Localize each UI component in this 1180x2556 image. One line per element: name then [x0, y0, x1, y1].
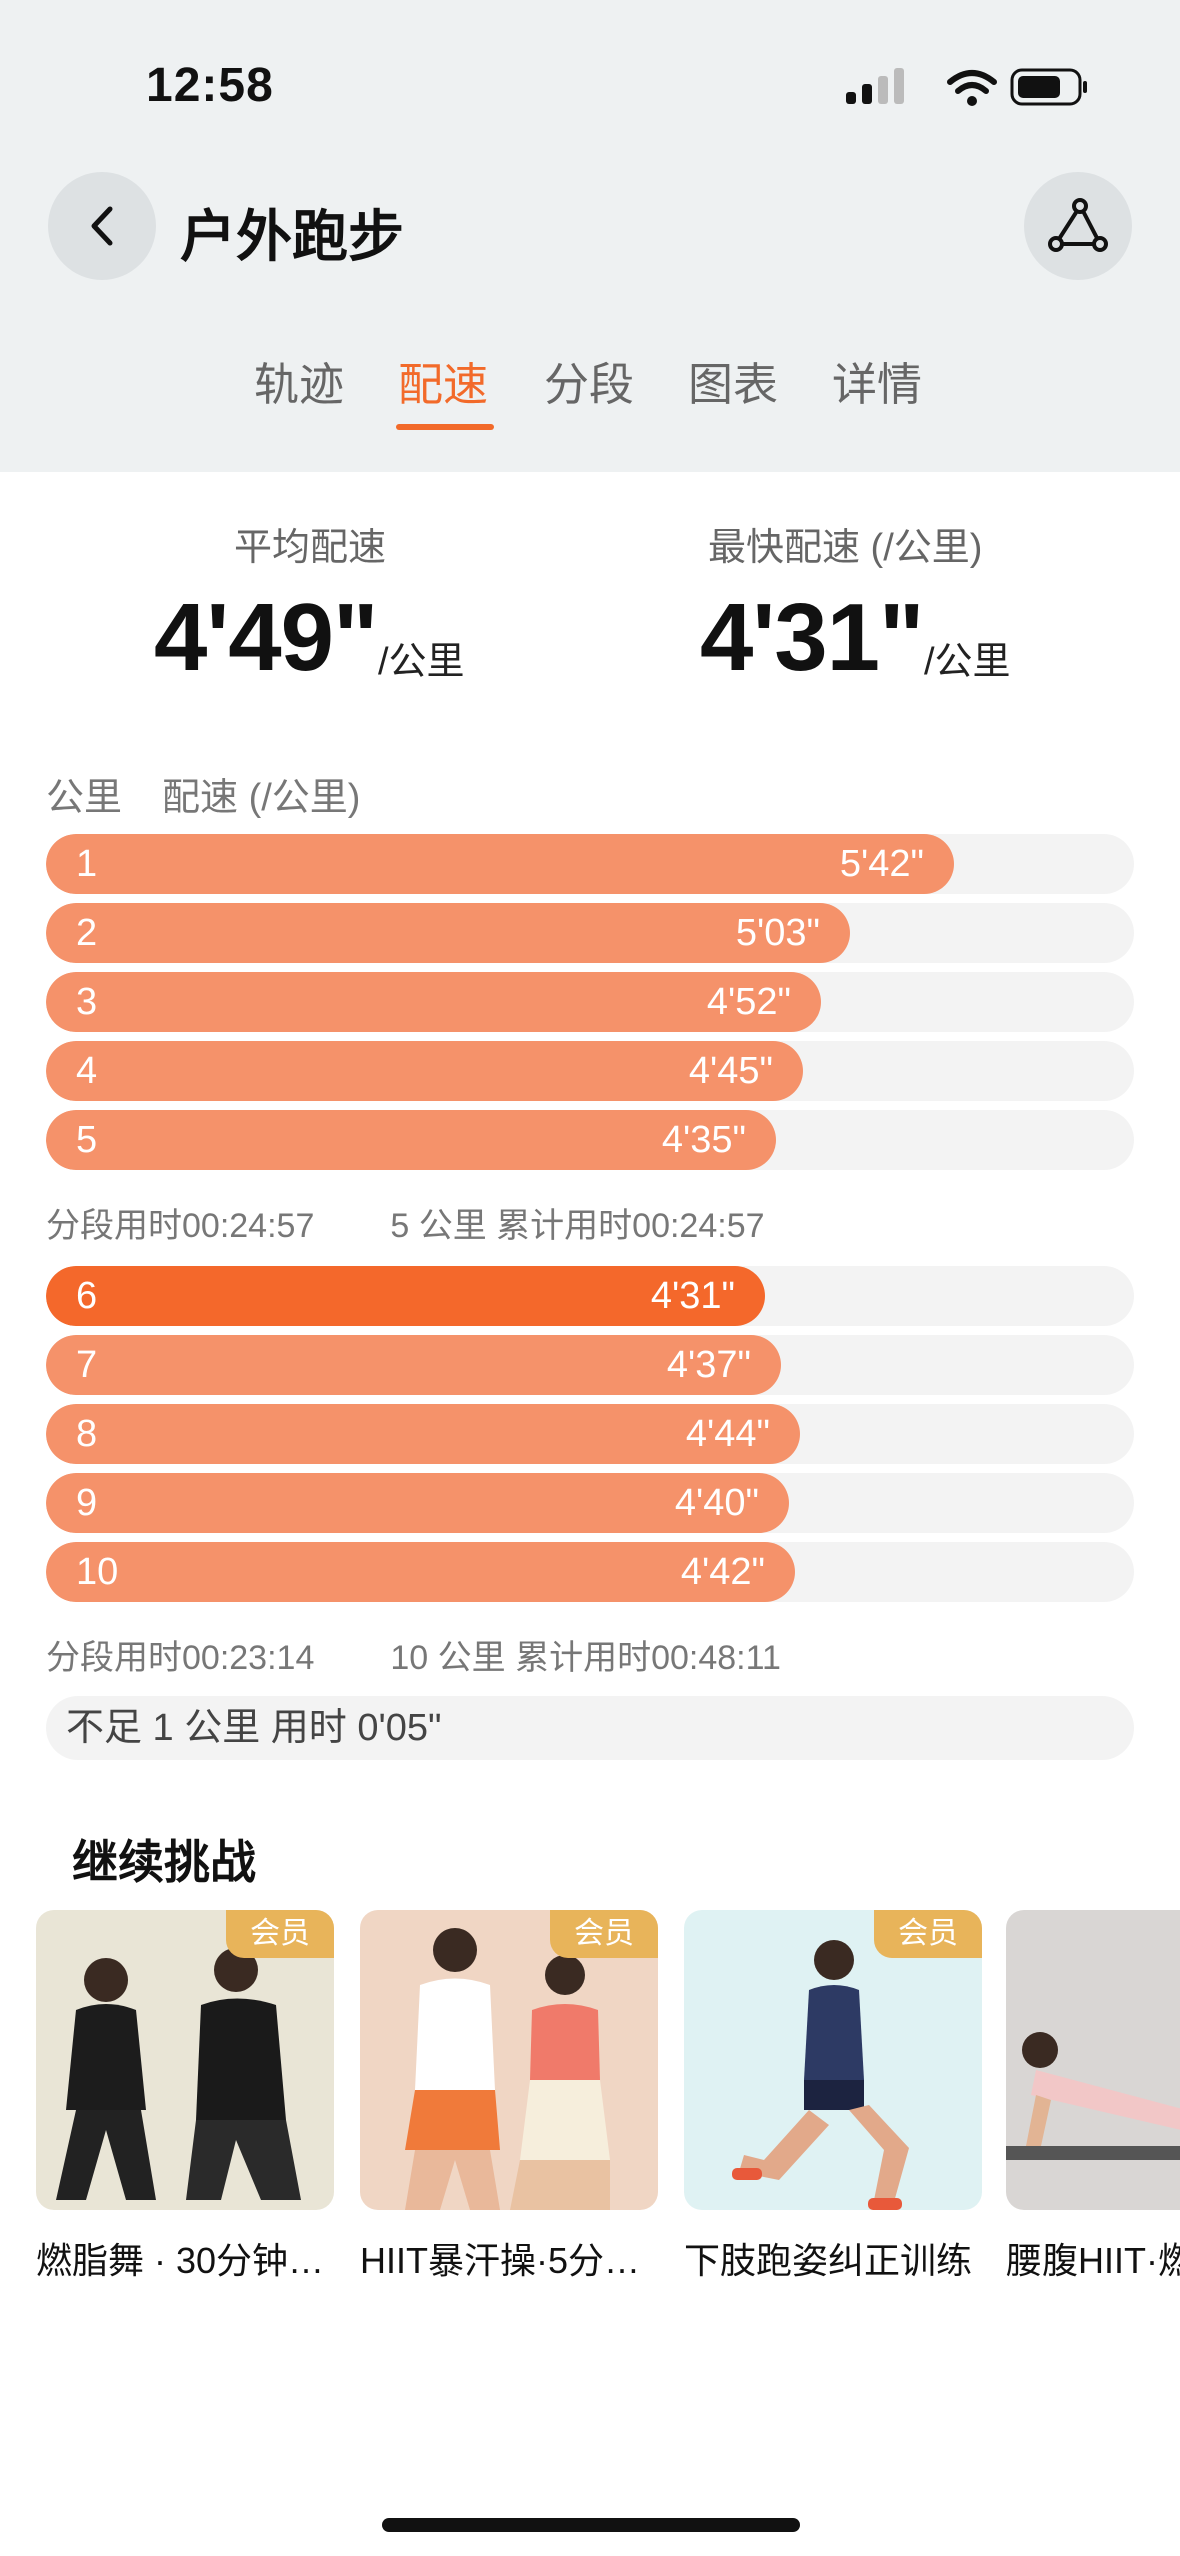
segment-time: 分段用时00:23:14 — [46, 1639, 315, 1677]
challenge-card-list[interactable]: 会员 燃脂舞 · 30分钟… 会员 HIIT暴汗操·5分… — [0, 1910, 1180, 2290]
segment-time: 分段用时00:24:57 — [46, 1207, 315, 1245]
split-row: 5 4'35" — [46, 1110, 1134, 1170]
pace-bar — [46, 1335, 781, 1395]
workout-thumbnail: 会员 — [684, 1910, 982, 2210]
pace-bar — [46, 834, 954, 894]
challenge-card[interactable]: 会员 下肢跑姿纠正训练 — [684, 1910, 982, 2284]
split-km: 2 — [76, 912, 98, 954]
fastest-pace-label: 最快配速 (/公里) — [708, 527, 983, 569]
split-row: 9 4'40" — [46, 1473, 1134, 1533]
tab-bar: 轨迹 配速 分段 图表 详情 — [0, 355, 1180, 435]
split-km: 8 — [76, 1413, 98, 1455]
member-badge: 会员 — [550, 1910, 658, 1958]
card-title: 燃脂舞 · 30分钟… — [36, 2240, 325, 2281]
chevron-left-icon — [91, 206, 113, 246]
tab-track[interactable]: 轨迹 — [254, 359, 345, 410]
avg-pace-unit: /公里 — [378, 641, 465, 683]
home-indicator — [382, 2518, 800, 2532]
signal-icon — [846, 68, 904, 104]
summary-10km: 分段用时00:23:14 10 公里 累计用时00:48:11 — [46, 1630, 781, 1679]
split-pace: 4'42" — [680, 1551, 765, 1593]
remainder-row: 不足 1 公里 用时 0'05" — [46, 1696, 1134, 1760]
split-km: 1 — [76, 843, 98, 885]
fastest-pace-value: 4'31" — [700, 584, 925, 691]
split-row: 1 5'42" — [46, 834, 1134, 894]
split-row: 3 4'52" — [46, 972, 1134, 1032]
fastest-pace-unit: /公里 — [924, 641, 1011, 683]
split-row: 10 4'42" — [46, 1542, 1134, 1602]
pace-bar — [46, 1542, 795, 1602]
split-km: 10 — [76, 1551, 119, 1593]
split-pace: 4'35" — [661, 1119, 746, 1161]
split-km: 3 — [76, 981, 98, 1023]
pace-bar — [46, 1404, 800, 1464]
split-list-header: 公里 配速 (/公里) — [46, 766, 360, 821]
tab-details[interactable]: 详情 — [832, 359, 923, 410]
tab-segments[interactable]: 分段 — [544, 359, 635, 410]
challenge-card[interactable]: 会员 HIIT暴汗操·5分… — [360, 1910, 658, 2284]
battery-icon — [1010, 68, 1087, 106]
workout-thumbnail — [1006, 1910, 1180, 2210]
card-title: 腰腹HIIT·燃 — [1006, 2240, 1180, 2281]
split-pace: 4'31" — [650, 1275, 735, 1317]
pace-bar — [46, 972, 821, 1032]
tab-charts[interactable]: 图表 — [688, 359, 779, 410]
workout-thumbnail: 会员 — [36, 1910, 334, 2210]
member-badge: 会员 — [226, 1910, 334, 1958]
tab-pace[interactable]: 配速 — [398, 359, 489, 410]
wifi-icon — [947, 70, 997, 106]
split-km: 9 — [76, 1482, 98, 1524]
status-time: 12:58 — [146, 59, 274, 112]
card-title: 下肢跑姿纠正训练 — [684, 2240, 973, 2281]
member-badge: 会员 — [874, 1910, 982, 1958]
cumulative-time: 10 公里 累计用时00:48:11 — [390, 1639, 781, 1677]
challenge-card[interactable]: 会员 燃脂舞 · 30分钟… — [36, 1910, 334, 2284]
pace-bar — [46, 903, 850, 963]
split-row: 6 4'31" — [46, 1266, 1134, 1326]
challenge-section-title: 继续挑战 — [72, 1836, 256, 1888]
pace-bar — [46, 1473, 789, 1533]
split-km: 5 — [76, 1119, 98, 1161]
status-icons — [840, 62, 1090, 112]
avg-pace-value: 4'49" — [154, 584, 379, 691]
route-share-button[interactable] — [1024, 172, 1132, 280]
split-pace: 4'44" — [685, 1413, 770, 1455]
split-row: 2 5'03" — [46, 903, 1134, 963]
card-title: HIIT暴汗操·5分… — [360, 2240, 641, 2281]
split-km: 4 — [76, 1050, 98, 1092]
split-row: 7 4'37" — [46, 1335, 1134, 1395]
pace-bar — [46, 1110, 776, 1170]
split-km: 6 — [76, 1275, 98, 1317]
pace-bar — [46, 1041, 803, 1101]
route-icon — [1048, 198, 1108, 252]
split-km: 7 — [76, 1344, 98, 1386]
back-button[interactable] — [48, 172, 156, 280]
split-pace: 5'03" — [735, 912, 820, 954]
split-pace: 5'42" — [839, 843, 924, 885]
cumulative-time: 5 公里 累计用时00:24:57 — [390, 1207, 765, 1245]
pace-column-label: 配速 (/公里) — [162, 777, 361, 819]
challenge-card[interactable]: 腰腹HIIT·燃 — [1006, 1910, 1180, 2284]
fastest-pace-bar — [46, 1266, 765, 1326]
split-pace: 4'40" — [674, 1482, 759, 1524]
split-pace: 4'37" — [666, 1344, 751, 1386]
workout-thumbnail: 会员 — [360, 1910, 658, 2210]
km-column-label: 公里 — [46, 777, 123, 819]
split-pace: 4'52" — [706, 981, 791, 1023]
avg-pace-label: 平均配速 — [234, 527, 387, 569]
active-tab-indicator — [396, 424, 494, 430]
page-title: 户外跑步 — [180, 205, 404, 268]
split-pace: 4'45" — [688, 1050, 773, 1092]
split-row: 4 4'45" — [46, 1041, 1134, 1101]
summary-5km: 分段用时00:24:57 5 公里 累计用时00:24:57 — [46, 1198, 765, 1247]
split-row: 8 4'44" — [46, 1404, 1134, 1464]
